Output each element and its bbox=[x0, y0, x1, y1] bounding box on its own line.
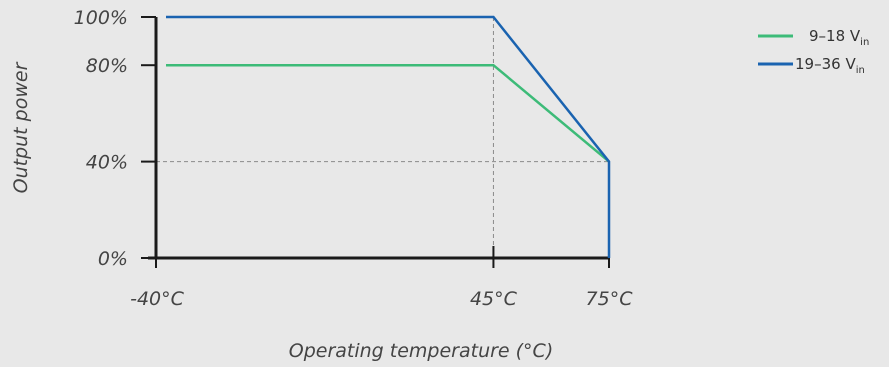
series-line-2 bbox=[166, 15, 611, 258]
y-tick-label: 100% bbox=[74, 7, 128, 29]
y-tick-label: 40% bbox=[86, 152, 128, 174]
y-axis-title: Output power bbox=[10, 61, 32, 193]
series-group bbox=[166, 15, 611, 258]
x-tick-label: 45°C bbox=[470, 288, 518, 310]
x-tick-label: 75°C bbox=[586, 288, 634, 310]
y-tick-label: 0% bbox=[98, 248, 128, 270]
legend-label-1: 9–18 Vin bbox=[809, 27, 869, 48]
x-axis-title: Operating temperature (°C) bbox=[289, 340, 554, 362]
series-line-1 bbox=[166, 63, 610, 163]
legend: 9–18 Vin 19–36 Vin bbox=[758, 27, 869, 76]
guide-lines bbox=[156, 17, 609, 258]
legend-label-2: 19–36 Vin bbox=[795, 55, 865, 76]
y-tick-label: 80% bbox=[86, 55, 128, 77]
axes bbox=[148, 17, 609, 260]
x-tick-label: -40°C bbox=[130, 288, 185, 310]
ticks: 0% 40% 80% 100% -40°C 45°C 75°C bbox=[74, 7, 634, 310]
